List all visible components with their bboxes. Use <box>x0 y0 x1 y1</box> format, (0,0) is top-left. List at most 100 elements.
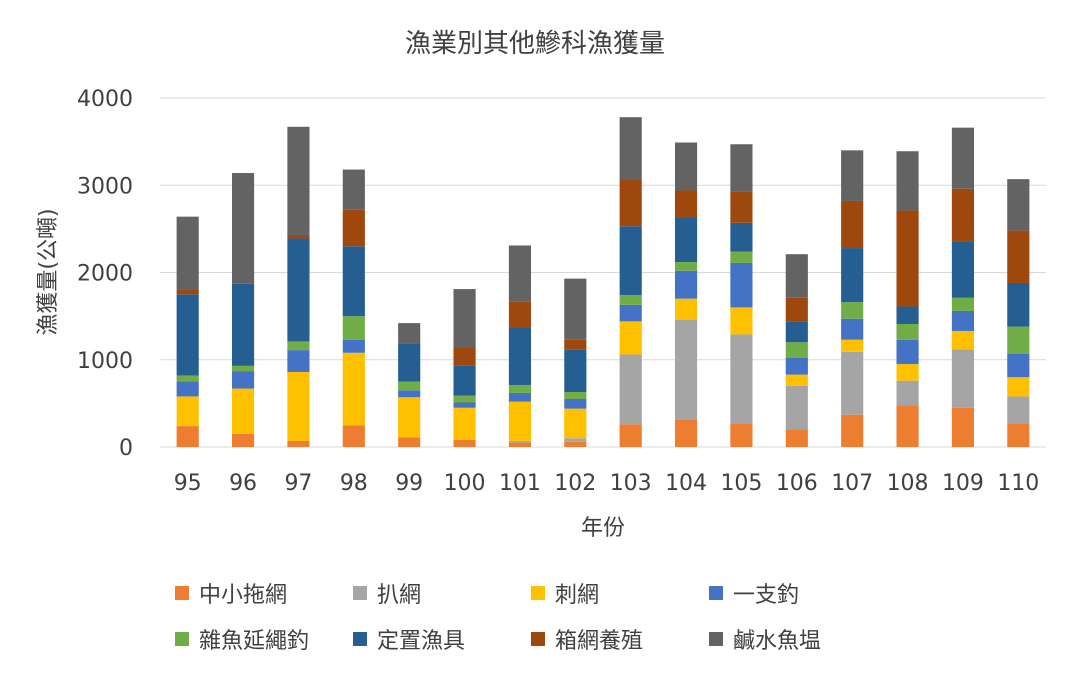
bar-segment <box>619 424 642 447</box>
bar-segment <box>1007 179 1030 231</box>
bar-segment <box>785 342 808 359</box>
bar-segment <box>896 323 919 340</box>
x-tick-label: 105 <box>720 471 762 496</box>
legend-label: 箱網養殖 <box>555 629 644 654</box>
legend-row: 中小拖網 扒網 刺網 一支釣 <box>175 578 1055 608</box>
bar-segment <box>674 142 698 191</box>
bar-segment <box>453 402 476 408</box>
legend-swatch <box>531 632 545 646</box>
y-tick-label: 4000 <box>77 87 133 112</box>
bar-segment <box>1007 377 1030 397</box>
bar-segment <box>1007 230 1030 283</box>
legend-label: 刺網 <box>555 583 600 608</box>
x-tick-label: 96 <box>229 471 257 496</box>
bar-segment <box>841 248 864 303</box>
bar-segment <box>508 245 532 302</box>
bar-segment <box>176 289 199 295</box>
bar-segment <box>342 246 365 317</box>
bar-segment <box>785 385 808 430</box>
bar-segment <box>508 442 532 447</box>
bar-segment <box>619 226 642 296</box>
x-tick-label: 100 <box>444 471 486 496</box>
bar-segment <box>176 294 199 376</box>
bar-segment <box>896 339 919 365</box>
legend-item: 雜魚延繩釣 <box>175 623 353 655</box>
legend-label: 中小拖網 <box>199 583 288 608</box>
bar-segment <box>841 318 864 340</box>
bar-segment <box>896 380 919 406</box>
bar-segment <box>508 301 532 328</box>
bar-segment <box>508 392 532 402</box>
bar-segment <box>730 222 753 252</box>
bar-segment <box>453 347 476 366</box>
bar-segment <box>453 395 476 403</box>
bar-segment <box>231 173 255 284</box>
bar-segment <box>287 371 310 441</box>
bar-segment <box>841 351 864 415</box>
x-tick-label: 102 <box>554 471 596 496</box>
bar-segment <box>619 117 642 181</box>
bar-segment <box>398 323 421 344</box>
legend: 中小拖網 扒網 刺網 一支釣 雜魚延繩釣 定置漁具 箱網養殖 鹹水魚塭 <box>175 578 1055 670</box>
bar-segment <box>841 414 864 447</box>
bar-segment <box>619 180 642 227</box>
legend-label: 一支釣 <box>733 583 800 608</box>
bar-segment <box>176 396 199 427</box>
y-tick-label: 3000 <box>77 174 133 199</box>
bar-segment <box>342 316 365 340</box>
bar-segment <box>231 283 255 366</box>
x-axis-ticks: 95 96 97 98 99 100 101 102 103 104 105 106 107 108 109… <box>174 471 1040 496</box>
legend-item: 一支釣 <box>709 577 887 609</box>
bar-segment <box>287 126 310 235</box>
legend-swatch <box>175 586 189 600</box>
legend-row: 雜魚延繩釣 定置漁具 箱網養殖 鹹水魚塭 <box>175 624 1055 654</box>
bar-segment <box>841 150 864 201</box>
x-tick-label: 106 <box>776 471 818 496</box>
bar-segment <box>1007 326 1030 354</box>
bar-segment <box>564 339 587 350</box>
bar-segment <box>342 169 365 210</box>
x-axis-label: 年份 <box>581 516 625 541</box>
bar-segment <box>951 330 975 350</box>
bar-segment <box>231 388 255 434</box>
bar-segment <box>231 371 255 389</box>
y-axis-label: 漁獲量(公噸) <box>36 208 61 335</box>
bar-segment <box>564 399 587 409</box>
bar-segment <box>730 144 753 192</box>
bar-segment <box>785 254 808 298</box>
bar-segment <box>785 374 808 386</box>
bar-segment <box>619 354 642 425</box>
bar-segment <box>508 385 532 393</box>
bar-segment <box>287 440 310 447</box>
x-tick-label: 95 <box>174 471 202 496</box>
bar-segment <box>730 191 753 223</box>
bar-segment <box>896 210 919 307</box>
bar-segment <box>342 425 365 447</box>
legend-swatch <box>531 586 545 600</box>
legend-swatch <box>709 632 723 646</box>
legend-swatch <box>175 632 189 646</box>
legend-item: 箱網養殖 <box>531 623 709 655</box>
bar-segment <box>398 397 421 438</box>
bar-segment <box>674 262 698 271</box>
bar-segment <box>342 339 365 353</box>
legend-label: 雜魚延繩釣 <box>199 629 310 654</box>
bar-segment <box>231 433 255 447</box>
bar-segment <box>730 307 753 335</box>
bar-segment <box>896 151 919 211</box>
bar-segment <box>176 381 199 397</box>
bar-segment <box>951 349 975 408</box>
bar-segment <box>674 217 698 263</box>
x-tick-label: 99 <box>395 471 423 496</box>
bar-segment <box>896 364 919 381</box>
bar-segment <box>508 440 532 443</box>
bar-segment <box>231 365 255 372</box>
bar-segment <box>674 419 698 447</box>
bar-segment <box>508 327 532 386</box>
bar-segment <box>398 437 421 447</box>
bar-segment <box>564 441 587 447</box>
bar-segment <box>619 295 642 305</box>
bar-segment <box>176 216 199 290</box>
bar-segment <box>287 350 310 372</box>
